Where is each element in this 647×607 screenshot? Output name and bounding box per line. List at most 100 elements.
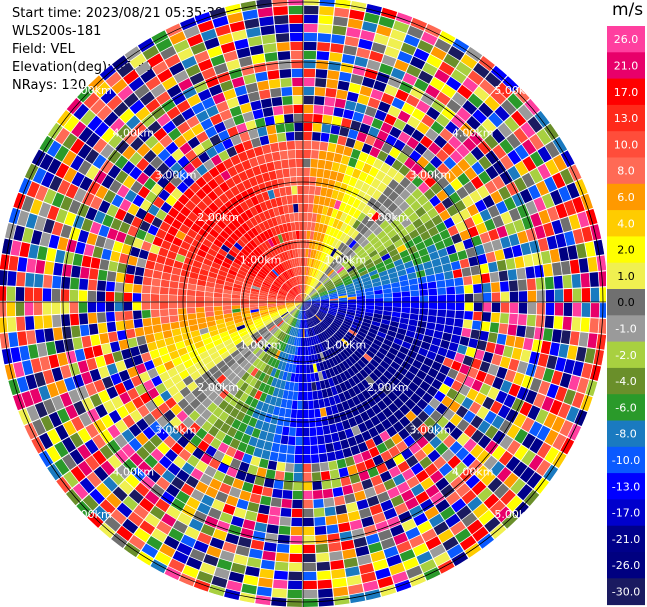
ppi-gate <box>459 535 477 551</box>
ppi-gate <box>386 554 402 567</box>
ppi-gate <box>325 359 332 369</box>
ppi-gate <box>136 446 150 460</box>
ppi-gate <box>259 232 267 242</box>
ppi-gate <box>191 239 202 249</box>
ppi-gate <box>119 391 132 405</box>
ppi-gate <box>316 324 323 333</box>
ppi-gate <box>234 280 244 286</box>
ppi-gate <box>361 450 372 461</box>
ppi-gate <box>247 229 256 239</box>
ppi-gate <box>75 241 86 255</box>
ppi-gate <box>303 298 311 302</box>
ppi-gate <box>419 380 431 392</box>
ppi-gate <box>186 496 201 510</box>
range-ring <box>122 121 484 483</box>
ppi-gate <box>303 302 311 306</box>
ppi-gate <box>258 222 267 232</box>
ppi-gate <box>452 269 463 279</box>
ppi-gate <box>186 365 198 375</box>
ppi-gate <box>443 156 457 170</box>
ppi-gate <box>309 364 314 373</box>
ppi-gate <box>278 308 287 313</box>
ppi-gate <box>43 188 57 205</box>
ppi-gate <box>178 194 190 206</box>
ppi-gate <box>536 302 546 315</box>
ppi-gate <box>311 213 317 222</box>
ppi-gate <box>178 314 188 322</box>
ppi-gate <box>399 317 409 325</box>
ppi-gate <box>261 191 270 201</box>
ppi-gate <box>307 391 313 401</box>
ppi-gate <box>277 534 290 544</box>
ppi-gate <box>208 84 223 97</box>
ppi-gate <box>109 470 125 486</box>
ppi-gate <box>318 597 334 607</box>
colorbar-tick-label: 0.0 <box>617 296 635 309</box>
ppi-gate <box>339 340 347 349</box>
ppi-gate <box>407 350 418 359</box>
ppi-gate <box>365 302 375 306</box>
ppi-gate <box>261 421 270 432</box>
ppi-gate <box>337 135 348 146</box>
ppi-gate <box>557 402 571 419</box>
ppi-gate <box>106 281 115 292</box>
ppi-gate <box>52 275 62 289</box>
ppi-gate <box>190 157 203 169</box>
ppi-gate <box>564 231 576 246</box>
ppi-gate <box>589 318 599 333</box>
ppi-gate <box>311 295 320 300</box>
ppi-gate <box>266 61 279 71</box>
ppi-gate <box>298 257 302 267</box>
ppi-gate <box>188 349 199 359</box>
ppi-gate <box>132 302 142 311</box>
ppi-gate <box>318 288 327 294</box>
ppi-gate <box>325 315 334 322</box>
ppi-gate <box>261 284 271 289</box>
ppi-gate <box>355 313 364 319</box>
ppi-gate <box>502 345 514 358</box>
ppi-gate <box>295 297 303 302</box>
ppi-gate <box>43 315 53 329</box>
ppi-gate <box>499 170 513 185</box>
ppi-gate <box>383 224 394 234</box>
ppi-gate <box>504 116 520 133</box>
ppi-gate <box>223 338 233 347</box>
ppi-gate <box>291 288 298 296</box>
ppi-gate <box>356 382 366 392</box>
ppi-gate <box>226 466 238 478</box>
ppi-gate <box>267 302 276 304</box>
ppi-gate <box>164 182 176 194</box>
ppi-gate <box>146 469 161 483</box>
ppi-gate <box>133 284 142 293</box>
ppi-gate <box>176 100 191 113</box>
ppi-gate <box>340 244 348 253</box>
ppi-gate <box>322 425 331 435</box>
ppi-gate <box>538 209 551 225</box>
ppi-gate <box>129 53 147 69</box>
ppi-gate <box>496 259 507 271</box>
ppi-gate <box>42 288 52 302</box>
ppi-gate <box>409 344 420 353</box>
ppi-gate <box>375 423 386 434</box>
ppi-gate <box>546 235 558 250</box>
ppi-gate <box>334 280 343 286</box>
ppi-gate <box>426 244 437 254</box>
ppi-gate <box>328 326 336 334</box>
ppi-gate <box>356 190 366 201</box>
ppi-gate <box>356 248 366 257</box>
ppi-gate <box>348 206 357 217</box>
ppi-gate <box>423 357 434 367</box>
ppi-gate <box>291 318 296 326</box>
ppi-gate <box>300 302 303 310</box>
ppi-gate <box>99 259 110 271</box>
ppi-gate <box>405 182 417 194</box>
ppi-gate <box>270 236 278 246</box>
ppi-gate <box>230 207 240 218</box>
ppi-gate <box>150 505 165 520</box>
ppi-gate <box>369 358 380 368</box>
ppi-gate <box>587 333 598 349</box>
ppi-gate <box>373 285 383 291</box>
ppi-gate <box>273 267 281 276</box>
ppi-gate <box>534 327 544 340</box>
ppi-gate <box>419 289 429 296</box>
